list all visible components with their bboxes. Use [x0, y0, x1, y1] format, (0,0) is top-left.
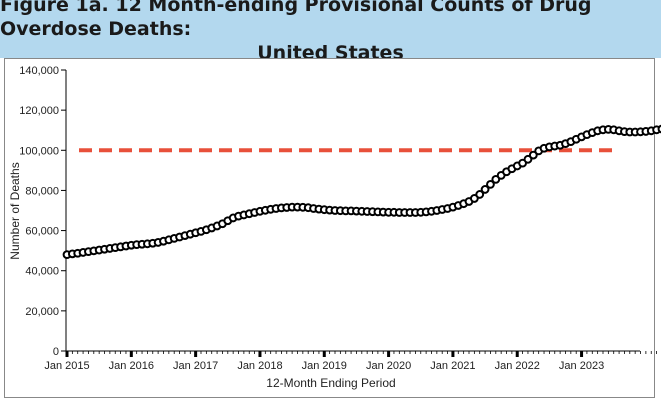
reported-data-point — [480, 185, 490, 194]
y-tick-label: 60,000 — [25, 226, 59, 238]
y-axis: 0 20,000 40,000 60,000 80,000 100,000 120,000 1… — [19, 65, 67, 358]
reported-data-point — [657, 124, 661, 134]
predicted-series-line — [66, 127, 661, 256]
x-tick-label: Jan 2015 — [44, 360, 89, 372]
y-tick-label: 0 — [53, 346, 59, 358]
x-tick-label: Jan 2020 — [366, 360, 411, 372]
reported-data-point — [523, 154, 533, 164]
x-major-tick — [129, 351, 133, 357]
y-tick-label: 140,000 — [19, 65, 59, 77]
x-tick-label: Jan 2023 — [559, 360, 604, 372]
y-tick-label: 40,000 — [25, 266, 59, 278]
x-tick-label: Jan 2022 — [495, 360, 540, 372]
x-major-tick — [65, 351, 69, 357]
x-major-tick — [580, 351, 584, 357]
figure-title-bar: Figure 1a. 12 Month-ending Provisional C… — [0, 0, 661, 64]
x-major-tick — [515, 351, 519, 357]
x-major-tick — [387, 351, 391, 357]
reported-data-point — [528, 150, 538, 160]
x-major-tick — [258, 351, 262, 357]
reported-data-point — [486, 180, 495, 189]
x-axis-title: 12-Month Ending Period — [266, 376, 395, 390]
y-tick-label: 20,000 — [25, 306, 59, 318]
series-group — [62, 124, 661, 260]
chart-frame — [4, 58, 655, 398]
x-major-tick — [451, 351, 455, 357]
x-tick-label: Jan 2016 — [109, 360, 154, 372]
y-tick-label: 100,000 — [19, 145, 59, 157]
x-major-tick — [194, 351, 198, 357]
x-tick-label: Jan 2018 — [237, 360, 282, 372]
y-axis-title: Number of Deaths — [8, 162, 22, 259]
x-tick-label: Jan 2017 — [173, 360, 218, 372]
x-tick-label: Jan 2021 — [430, 360, 475, 372]
x-tick-label: Jan 2019 — [302, 360, 347, 372]
figure-title-line-1: Figure 1a. 12 Month-ending Provisional C… — [0, 0, 592, 40]
x-major-tick — [322, 351, 326, 357]
x-axis: Jan 2015 Jan 2016 Jan 2017 Jan 2018 Jan 2019… — [44, 350, 657, 372]
reported-data-point — [475, 190, 485, 199]
y-tick-label: 80,000 — [25, 185, 59, 197]
y-tick-label: 120,000 — [19, 105, 59, 117]
